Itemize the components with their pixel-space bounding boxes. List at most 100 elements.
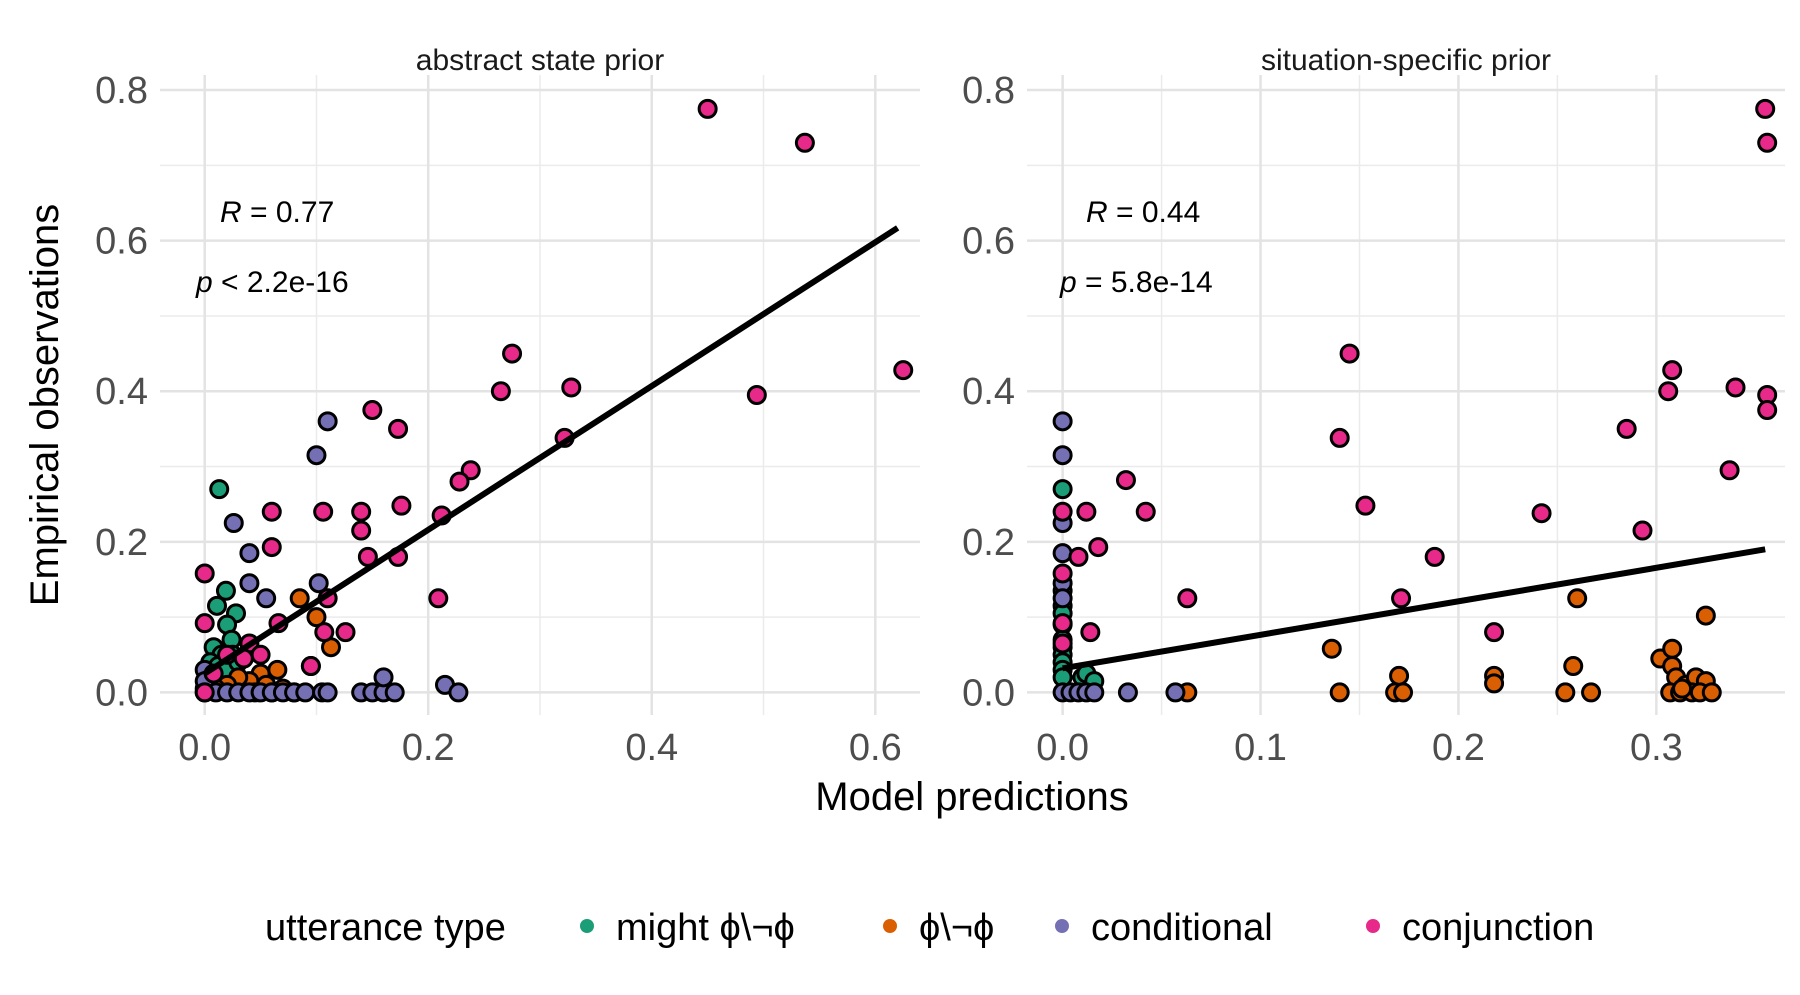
data-point	[1321, 638, 1342, 659]
series-conjunction	[194, 98, 914, 703]
data-point	[256, 588, 277, 609]
data-point	[428, 588, 449, 609]
y-tick-label: 0.2	[95, 522, 148, 564]
data-point	[306, 445, 327, 466]
data-point	[314, 622, 335, 643]
legend-item: ϕ\¬ϕ	[883, 907, 994, 949]
data-point	[490, 381, 511, 402]
data-point	[1052, 588, 1073, 609]
y-tick-label: 0.6	[95, 221, 148, 263]
x-tick-label: 0.1	[1234, 727, 1287, 769]
p-value-annotation: p = 5.8e-14	[1059, 266, 1213, 299]
y-axis-label: Empirical observations	[23, 204, 67, 606]
panel-title: abstract state prior	[416, 44, 664, 77]
data-point	[448, 682, 469, 703]
data-point	[1052, 633, 1073, 654]
data-point	[351, 520, 372, 541]
data-point	[746, 385, 767, 405]
data-point	[317, 411, 338, 432]
panel-situation-specific-prior: situation-specific prior 0.0 0.2 0.4 0.6 0.8 0…	[962, 44, 1785, 769]
gridlines	[1027, 75, 1785, 715]
data-point	[388, 418, 409, 439]
data-point	[1424, 546, 1445, 567]
y-tick-label: 0.6	[962, 221, 1015, 263]
data-point	[1662, 638, 1683, 659]
data-point	[1084, 682, 1105, 703]
data-point	[267, 659, 288, 680]
legend-label: might ϕ\¬ϕ	[616, 907, 795, 949]
data-point	[1177, 588, 1198, 609]
series-conditional	[1052, 411, 1186, 703]
correlation-annotation: R = 0.44	[1086, 196, 1200, 229]
data-point	[449, 471, 470, 492]
r-symbol: R	[1086, 196, 1108, 229]
data-point	[561, 377, 582, 398]
x-tick-label: 0.2	[1432, 727, 1485, 769]
gridlines	[160, 75, 920, 715]
data-point	[223, 513, 244, 533]
data-point	[1567, 588, 1588, 609]
legend-title: utterance type	[265, 907, 506, 949]
data-point	[391, 495, 412, 516]
data-point	[313, 501, 334, 522]
series-conjunction	[1052, 98, 1778, 654]
data-point	[1555, 682, 1576, 703]
legend-item: conditional	[1055, 907, 1273, 949]
legend-key	[1055, 919, 1069, 933]
data-point	[308, 573, 329, 594]
data-point	[1076, 501, 1097, 522]
data-point	[697, 98, 718, 119]
data-point	[1725, 377, 1746, 398]
data-point	[239, 543, 260, 564]
data-point	[1658, 381, 1679, 402]
y-tick-label: 0.0	[95, 672, 148, 714]
p-symbol: p	[195, 266, 213, 299]
data-point	[1391, 588, 1412, 609]
y-tick-label: 0.8	[95, 70, 148, 112]
data-point	[1329, 682, 1350, 703]
data-point	[1701, 682, 1722, 703]
data-point	[1052, 411, 1073, 432]
legend-label: conjunction	[1402, 907, 1594, 949]
data-point	[362, 400, 383, 421]
data-point	[215, 580, 236, 601]
regression-line	[1062, 546, 1766, 672]
data-point	[1755, 98, 1776, 119]
data-point	[1662, 360, 1683, 381]
data-point	[1616, 418, 1637, 439]
regression-line	[203, 225, 900, 677]
data-point	[1389, 665, 1410, 686]
data-point	[1088, 537, 1109, 558]
data-point	[194, 613, 215, 634]
p-value-annotation: p < 2.2e-16	[195, 266, 349, 299]
x-tick-label: 0.3	[1630, 727, 1683, 769]
data-point	[794, 132, 815, 153]
data-point	[1719, 460, 1740, 481]
data-point	[893, 360, 914, 381]
data-point	[1165, 682, 1186, 703]
data-point	[1393, 682, 1414, 703]
data-point	[1695, 605, 1716, 626]
panel-title: situation-specific prior	[1261, 44, 1551, 77]
data-point	[295, 682, 316, 703]
data-point	[1563, 656, 1584, 677]
data-point	[1052, 445, 1073, 466]
panel-abstract-state-prior: abstract state prior 0.0 0.2 0.4 0.6 0.8 0.0 0.…	[95, 44, 920, 769]
x-tick-label: 0.4	[625, 727, 678, 769]
data-point	[1581, 682, 1602, 703]
data-point	[1052, 563, 1073, 584]
data-point	[1484, 673, 1505, 694]
x-tick-label: 0.6	[849, 727, 902, 769]
data-point	[335, 622, 356, 643]
y-tick-label: 0.4	[962, 371, 1015, 413]
p-value: < 2.2e-16	[213, 266, 349, 299]
x-axis-label: Model predictions	[815, 775, 1129, 819]
data-point	[1117, 682, 1138, 703]
data-point	[194, 563, 215, 584]
data-point	[1672, 678, 1693, 699]
r-symbol: R	[220, 196, 242, 229]
data-point	[317, 682, 338, 703]
data-point	[1531, 503, 1552, 524]
data-point	[1052, 613, 1073, 634]
